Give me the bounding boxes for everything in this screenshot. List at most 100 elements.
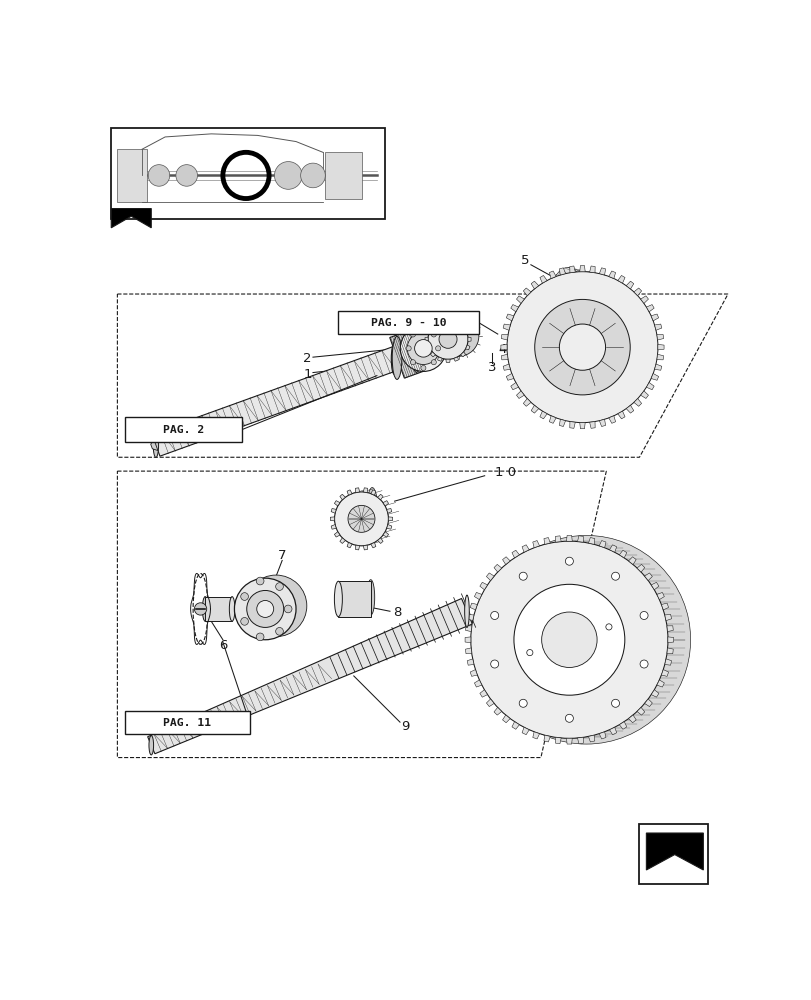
Polygon shape: [646, 833, 702, 870]
Polygon shape: [510, 305, 518, 312]
Polygon shape: [511, 722, 519, 729]
Polygon shape: [555, 536, 560, 542]
Polygon shape: [654, 364, 661, 370]
Polygon shape: [646, 383, 654, 390]
Circle shape: [275, 583, 283, 590]
Circle shape: [526, 650, 532, 656]
Polygon shape: [609, 727, 616, 735]
Ellipse shape: [193, 574, 208, 644]
Circle shape: [420, 365, 426, 371]
Circle shape: [194, 603, 207, 615]
Polygon shape: [539, 275, 547, 283]
Polygon shape: [577, 536, 582, 542]
Polygon shape: [661, 603, 667, 610]
Text: 1 0: 1 0: [494, 466, 515, 479]
Polygon shape: [386, 509, 392, 513]
Polygon shape: [636, 707, 644, 715]
Polygon shape: [386, 525, 392, 529]
Polygon shape: [569, 422, 575, 428]
Polygon shape: [530, 405, 538, 413]
Circle shape: [639, 660, 647, 668]
Polygon shape: [334, 532, 340, 537]
Circle shape: [420, 326, 426, 331]
Circle shape: [410, 360, 415, 365]
Bar: [118, 149, 147, 202]
Polygon shape: [588, 735, 594, 742]
Ellipse shape: [148, 736, 153, 755]
Polygon shape: [522, 288, 530, 296]
Polygon shape: [152, 334, 436, 456]
Polygon shape: [617, 275, 624, 283]
Polygon shape: [334, 501, 340, 506]
Polygon shape: [522, 399, 530, 406]
Circle shape: [275, 627, 283, 635]
Text: 2: 2: [303, 352, 311, 365]
Polygon shape: [470, 670, 477, 676]
Circle shape: [406, 346, 410, 351]
Polygon shape: [619, 722, 626, 729]
Text: PAG. 2: PAG. 2: [163, 425, 204, 435]
Polygon shape: [340, 538, 345, 543]
Polygon shape: [549, 416, 556, 423]
Polygon shape: [559, 268, 565, 275]
Polygon shape: [479, 582, 487, 590]
Circle shape: [247, 590, 283, 627]
Polygon shape: [493, 707, 501, 715]
Polygon shape: [331, 525, 336, 529]
Circle shape: [400, 325, 446, 371]
Polygon shape: [664, 614, 671, 621]
Polygon shape: [465, 345, 470, 350]
Polygon shape: [502, 557, 509, 565]
Polygon shape: [625, 281, 633, 289]
Circle shape: [334, 492, 388, 546]
Bar: [111, 128, 384, 219]
Text: 6: 6: [218, 639, 227, 652]
Polygon shape: [628, 557, 635, 565]
Polygon shape: [656, 334, 663, 340]
Circle shape: [490, 611, 498, 619]
Circle shape: [240, 593, 248, 600]
Ellipse shape: [392, 347, 396, 371]
Circle shape: [176, 165, 197, 186]
Bar: [125, 417, 242, 442]
Circle shape: [240, 618, 248, 625]
Text: 8: 8: [393, 606, 401, 619]
Polygon shape: [426, 329, 430, 334]
Polygon shape: [479, 690, 487, 697]
Polygon shape: [503, 324, 509, 330]
Polygon shape: [346, 542, 352, 548]
Polygon shape: [532, 732, 539, 739]
Polygon shape: [661, 670, 667, 676]
Polygon shape: [619, 550, 626, 558]
Circle shape: [564, 714, 573, 722]
Polygon shape: [340, 494, 345, 500]
Polygon shape: [148, 599, 472, 754]
Polygon shape: [355, 545, 359, 550]
Polygon shape: [566, 535, 572, 541]
Polygon shape: [426, 345, 430, 350]
Text: 1: 1: [303, 368, 311, 381]
Polygon shape: [633, 399, 641, 406]
Circle shape: [274, 162, 302, 189]
Circle shape: [234, 578, 296, 640]
Polygon shape: [486, 699, 494, 707]
Text: PAG. 11: PAG. 11: [163, 718, 211, 728]
Polygon shape: [465, 626, 471, 632]
Polygon shape: [445, 316, 449, 319]
Polygon shape: [389, 331, 423, 378]
Polygon shape: [502, 715, 509, 723]
Polygon shape: [579, 266, 585, 272]
Polygon shape: [466, 614, 474, 621]
Circle shape: [564, 557, 573, 565]
Polygon shape: [465, 648, 471, 654]
Circle shape: [256, 600, 273, 617]
Polygon shape: [646, 305, 654, 312]
Polygon shape: [430, 322, 435, 327]
Polygon shape: [453, 357, 458, 361]
Polygon shape: [539, 411, 547, 419]
Polygon shape: [331, 509, 336, 513]
Circle shape: [256, 577, 264, 585]
Polygon shape: [650, 373, 658, 380]
Polygon shape: [657, 344, 663, 350]
Ellipse shape: [367, 580, 374, 615]
